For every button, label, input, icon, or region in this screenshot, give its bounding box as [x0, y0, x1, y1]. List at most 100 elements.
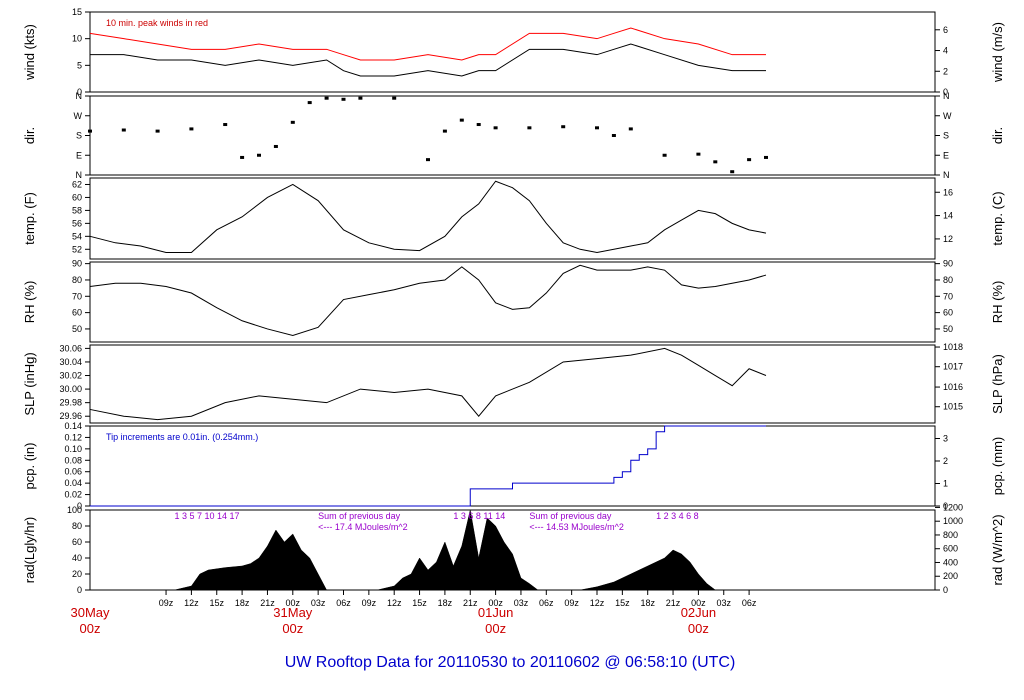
x-tick-label: 03z [716, 598, 731, 608]
left-axis-label: RH (%) [22, 281, 37, 324]
right-tick-label: N [943, 91, 950, 101]
right-tick-label: 4 [943, 46, 948, 56]
day-label-time: 00z [282, 621, 303, 636]
left-tick-label: 50 [72, 324, 82, 334]
direction-dot [595, 126, 599, 130]
direction-dot [257, 153, 261, 157]
direction-dot [223, 123, 228, 127]
left-axis-label: temp. (F) [22, 192, 37, 245]
right-tick-label: 70 [943, 291, 953, 301]
direction-dot [392, 96, 397, 100]
left-tick-label: 0.02 [64, 490, 82, 500]
right-tick-label: 0 [943, 501, 948, 511]
x-tick-label: 12z [184, 598, 199, 608]
left-tick-label: 60 [72, 537, 82, 547]
direction-dot [476, 123, 481, 127]
left-tick-label: E [76, 150, 82, 160]
left-tick-label: 0.14 [64, 421, 82, 431]
right-tick-label: 60 [943, 308, 953, 318]
direction-dot [747, 158, 752, 162]
left-tick-label: 30.04 [59, 357, 82, 367]
day-label-time: 00z [485, 621, 506, 636]
right-tick-label: 14 [943, 211, 953, 221]
left-tick-label: 0.10 [64, 444, 82, 454]
right-tick-label: W [943, 111, 952, 121]
x-tick-label: 03z [311, 598, 326, 608]
panel-frame [89, 344, 936, 424]
x-tick-label: 09z [362, 598, 377, 608]
x-tick-label: 00z [691, 598, 706, 608]
direction-dot [341, 97, 346, 101]
panel-rad: 020406080100020040060080010001200rad(Lgl… [22, 502, 1005, 595]
direction-dot [713, 160, 718, 164]
right-tick-label: 1017 [943, 362, 963, 372]
left-axis-label: rad(Lgly/hr) [22, 517, 37, 583]
x-tick-label: 00z [286, 598, 301, 608]
direction-dot [764, 155, 768, 159]
direction-dot [88, 129, 92, 133]
panel-slp: 29.96 29.98 30.00 30.02 30.04 30.06 1015 1016 10… [22, 342, 1005, 424]
panel-annotation: Tip increments are 0.01in. (0.254mm.) [106, 432, 258, 442]
direction-dot [662, 153, 667, 157]
right-tick-label: S [943, 131, 949, 141]
series-peak-wind [89, 27, 766, 61]
left-tick-label: 80 [72, 275, 82, 285]
day-label-time: 00z [688, 621, 709, 636]
right-tick-label: 80 [943, 275, 953, 285]
right-tick-label: 0 [943, 585, 948, 595]
right-tick-label: 12 [943, 234, 953, 244]
direction-dot [426, 158, 430, 162]
x-tick-label: 21z [666, 598, 681, 608]
left-tick-label: 30.06 [59, 343, 82, 353]
x-tick-label: 09z [564, 598, 579, 608]
right-tick-label: N [943, 170, 950, 180]
x-tick-label: 15z [615, 598, 630, 608]
right-tick-label: 16 [943, 187, 953, 197]
right-tick-label: 1016 [943, 382, 963, 392]
left-tick-label: 90 [72, 259, 82, 269]
left-tick-label: 0.04 [64, 478, 82, 488]
left-tick-label: 29.96 [59, 411, 82, 421]
radiation-annotation: 1 3 5 7 10 14 17 [175, 511, 240, 521]
day-label: 02Jun [681, 605, 716, 620]
direction-dot [493, 126, 498, 130]
left-tick-label: 54 [72, 231, 82, 241]
x-tick-label: 12z [387, 598, 402, 608]
left-tick-label: 10 [72, 34, 82, 44]
right-axis-label: RH (%) [990, 281, 1005, 324]
right-tick-label: 50 [943, 324, 953, 334]
right-axis-label: dir. [990, 127, 1005, 144]
day-label: 30May [70, 605, 110, 620]
right-tick-label: 2 [943, 456, 948, 466]
left-tick-label: 30.00 [59, 384, 82, 394]
direction-dot [273, 144, 278, 148]
right-tick-label: 400 [943, 557, 958, 567]
panel-frame [89, 177, 936, 260]
right-tick-label: 0 [943, 87, 948, 97]
right-axis-label: temp. (C) [990, 191, 1005, 245]
direction-dot [459, 118, 464, 122]
left-tick-label: 20 [72, 569, 82, 579]
left-tick-label: 80 [72, 521, 82, 531]
left-tick-label: 60 [72, 192, 82, 202]
x-tick-label: 21z [260, 598, 275, 608]
left-tick-label: 58 [72, 205, 82, 215]
right-tick-label: 1018 [943, 342, 963, 352]
right-axis-label: pcp. (mm) [990, 437, 1005, 496]
direction-dot [240, 155, 245, 159]
x-tick-label: 15z [209, 598, 224, 608]
right-tick-label: 6 [943, 25, 948, 35]
left-tick-label: 0 [77, 585, 82, 595]
direction-dot [611, 134, 616, 137]
left-tick-label: 60 [72, 308, 82, 318]
series-temperature [89, 180, 767, 254]
series-relative-humidity [89, 264, 767, 336]
x-tick-label: 09z [159, 598, 174, 608]
right-tick-label: 1200 [943, 502, 963, 512]
right-tick-label: E [943, 150, 949, 160]
x-tick-label: 00z [488, 598, 503, 608]
radiation-annotation: Sum of previous day [318, 511, 401, 521]
panel-wind: 0 5 10 15 0 2 4 6 wind (kts) wind (m/s) 10 min. pe… [22, 7, 1005, 97]
